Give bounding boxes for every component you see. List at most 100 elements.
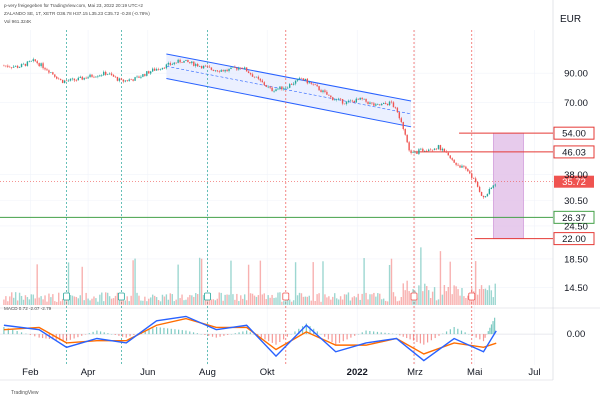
volume-bar	[353, 296, 356, 305]
candle-body	[52, 72, 54, 75]
candle-body	[459, 165, 461, 168]
candle-body	[337, 98, 340, 100]
candle-body	[318, 86, 320, 91]
volume-bar	[120, 299, 123, 305]
volume-bar	[465, 297, 467, 305]
y-tick-label: 90.00	[564, 69, 588, 80]
y-tick-label: 14.50	[564, 283, 588, 294]
macd-histogram-bar	[373, 331, 375, 335]
candle-body	[375, 104, 377, 106]
candle-body	[206, 66, 209, 67]
volume-bar	[257, 295, 260, 305]
volume-bar	[377, 293, 379, 305]
candle-body	[316, 84, 318, 87]
macd-histogram-bar	[453, 327, 455, 335]
volume-bar	[251, 293, 254, 305]
volume-bar	[50, 297, 52, 305]
candle-body	[381, 103, 383, 106]
volume-bar	[130, 295, 132, 305]
volume-bar	[191, 295, 193, 305]
macd-histogram-bar	[7, 328, 9, 335]
candle-body	[120, 78, 123, 80]
volume-bar	[373, 292, 375, 305]
candle-body	[406, 134, 408, 143]
candle-body	[273, 91, 275, 92]
volume-bar	[418, 285, 420, 305]
macd-histogram-bar	[227, 334, 229, 335]
volume-bar	[206, 296, 209, 305]
macd-histogram-bar	[327, 334, 329, 340]
candle-body	[134, 77, 136, 81]
macd-histogram-bar	[62, 334, 64, 341]
event-marker-icon[interactable]	[117, 292, 125, 301]
macd-histogram-bar	[361, 332, 363, 335]
symbol-ohlc-line: ZALANDO SE, 1T, XETR O36.78 H37.15 L35.2…	[4, 11, 150, 16]
candle-body	[343, 103, 346, 105]
volume-bar	[296, 295, 299, 305]
macd-histogram-bar	[215, 334, 217, 338]
volume-bar	[232, 294, 234, 305]
volume-bar	[332, 296, 334, 305]
volume-bar	[394, 296, 397, 305]
volume-bar	[474, 261, 477, 305]
candle-body	[471, 173, 473, 178]
event-marker-icon[interactable]	[468, 292, 476, 301]
candle-body	[93, 76, 95, 78]
volume-bar	[52, 294, 54, 305]
candle-body	[418, 149, 420, 154]
macd-histogram-bar	[223, 334, 225, 336]
macd-histogram-bar	[114, 334, 116, 335]
event-markers[interactable]	[63, 292, 476, 301]
volume-bar	[3, 299, 5, 305]
macd-histogram-bar	[402, 334, 404, 337]
candle-body	[377, 104, 379, 105]
macd-histogram-bar	[438, 334, 440, 336]
volume-bar	[424, 283, 426, 305]
volume-bar	[381, 299, 383, 305]
event-marker-icon[interactable]	[204, 292, 211, 301]
volume-bar	[242, 298, 244, 305]
volume-bar	[371, 294, 373, 305]
level-badge	[553, 145, 595, 159]
macd-histogram-bar	[489, 327, 491, 335]
candle-body	[355, 98, 357, 103]
volume-bar	[238, 301, 240, 305]
candle-body	[46, 69, 48, 71]
volume-bar	[5, 296, 7, 305]
volume-bar	[382, 298, 385, 305]
macd-histogram-bar	[167, 328, 169, 335]
candle-body	[294, 80, 297, 84]
candle-body	[75, 80, 78, 81]
macd-histogram-bar	[449, 329, 451, 335]
macd-histogram-bar	[338, 334, 341, 343]
candle-body	[392, 102, 395, 108]
macd-histogram-bar	[260, 334, 262, 338]
macd-histogram-bar	[419, 334, 421, 344]
candle-body	[214, 70, 217, 71]
macd-histogram-bar	[144, 330, 146, 335]
volume-bar	[361, 293, 363, 305]
volume-bar	[369, 294, 371, 305]
volume-bar	[32, 294, 34, 305]
event-marker-icon[interactable]	[63, 292, 70, 301]
candle-body	[365, 98, 367, 102]
volume-bar	[20, 295, 23, 305]
volume-bar	[334, 293, 336, 305]
volume-bar	[476, 294, 479, 305]
candle-body	[212, 69, 215, 71]
candle-body	[81, 76, 83, 80]
y-tick-label: 18.50	[564, 254, 588, 265]
candle-body	[469, 171, 471, 174]
volume-bar	[384, 300, 387, 305]
event-marker-icon[interactable]	[282, 292, 290, 301]
volume-bar	[114, 295, 117, 305]
candle-body	[61, 79, 64, 83]
event-marker-icon[interactable]	[410, 292, 418, 301]
level-badge	[553, 232, 595, 246]
macd-histogram-bar	[45, 334, 47, 339]
macd-histogram-bar	[16, 330, 18, 335]
volume-bar	[265, 299, 267, 305]
candle-body	[28, 61, 31, 62]
candle-body	[3, 65, 5, 67]
